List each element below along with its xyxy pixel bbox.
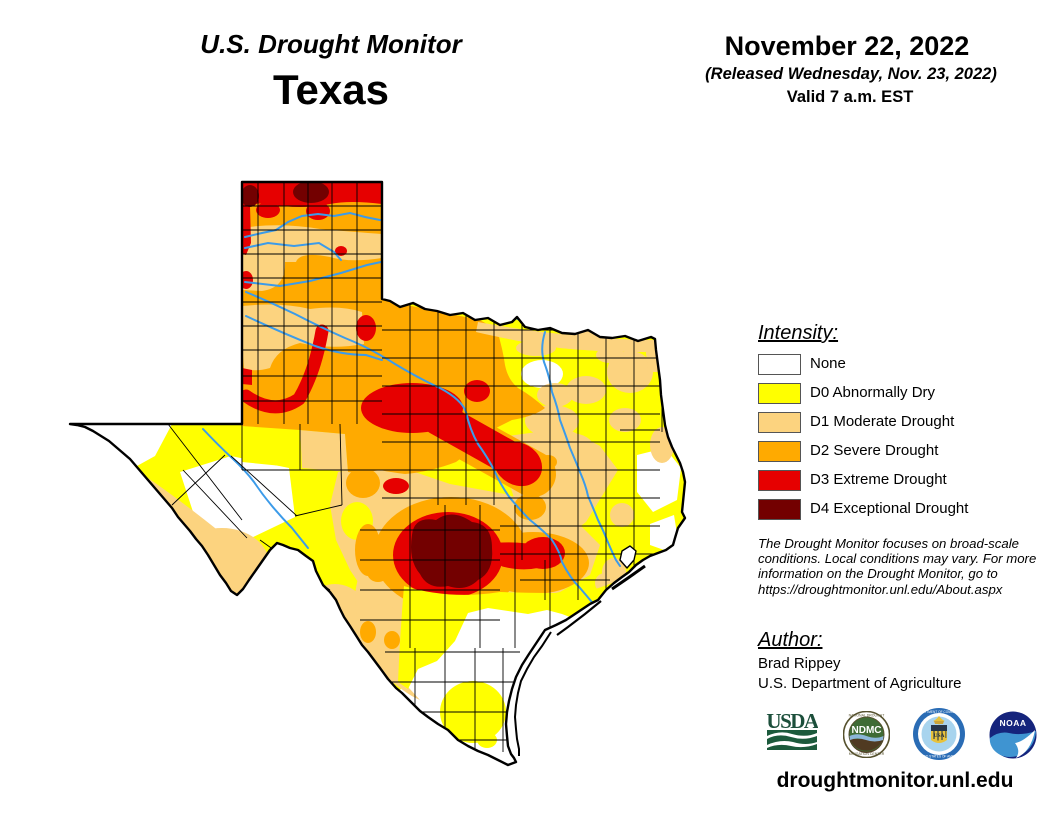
svg-text:DEPARTMENT OF COMMERCE: DEPARTMENT OF COMMERCE: [916, 710, 963, 714]
svg-text:NOAA: NOAA: [999, 718, 1026, 728]
svg-text:MITIGATION CENTER: MITIGATION CENTER: [849, 752, 885, 756]
svg-text:NDMC: NDMC: [852, 725, 882, 736]
svg-text:USDA: USDA: [766, 709, 820, 733]
svg-text:UNITED STATES OF AMERICA: UNITED STATES OF AMERICA: [916, 755, 962, 759]
svg-text:USA: USA: [933, 733, 944, 739]
svg-text:NATIONAL DROUGHT: NATIONAL DROUGHT: [849, 714, 886, 718]
